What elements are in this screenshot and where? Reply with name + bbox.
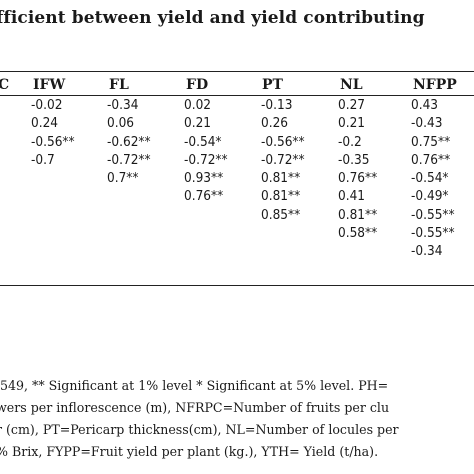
table-cell: 0.26 bbox=[261, 115, 289, 132]
table-cell: 0.21 bbox=[184, 115, 212, 132]
column-fl: -0.34 0.06 -0.62** -0.72** 0.7** bbox=[107, 96, 151, 187]
table-cell: 0.06 bbox=[107, 115, 135, 132]
column-nl: 0.27 0.21 -0.2 -0.35 0.76** 0.41 0.81** … bbox=[338, 96, 377, 242]
table-cell: -0.56** bbox=[261, 133, 305, 150]
table-cell: -0.62** bbox=[107, 133, 151, 150]
header-rule bbox=[0, 95, 474, 96]
table-cell: 0.93** bbox=[184, 170, 224, 187]
table-title: fficient between yield and yield contrib… bbox=[0, 8, 425, 28]
footnote-line: r (cm), PT=Pericarp thickness(cm), NL=Nu… bbox=[0, 422, 399, 437]
table-cell: -0.72** bbox=[107, 151, 151, 168]
header-pt: PT bbox=[262, 77, 283, 93]
footnote-line: .549, ** Significant at 1% level * Signi… bbox=[0, 378, 389, 393]
header-nfpp: NFPP bbox=[413, 77, 457, 93]
table-cell: -0.34 bbox=[411, 243, 443, 260]
table-cell: 0.76** bbox=[411, 151, 451, 168]
table-cell: 0.81** bbox=[261, 170, 301, 187]
column-nfpp: 0.43 -0.43 0.75** 0.76** -0.54* -0.49* -… bbox=[411, 96, 455, 261]
table-cell: 0.02 bbox=[184, 97, 212, 113]
header-fd: FD bbox=[186, 77, 209, 93]
table-cell: 0.76** bbox=[184, 188, 224, 205]
table-cell: 0.85** bbox=[261, 206, 301, 223]
table-cell: -0.43 bbox=[411, 115, 443, 132]
table-cell: -0.54* bbox=[411, 170, 449, 187]
table-cell: -0.56** bbox=[31, 133, 75, 150]
table-cell: -0.72** bbox=[184, 151, 228, 168]
header-c: C bbox=[0, 77, 10, 93]
table-cell: 0.41 bbox=[338, 188, 366, 205]
table-cell: 0.81** bbox=[338, 206, 378, 223]
table-cell: 0.43 bbox=[411, 97, 439, 113]
bottom-rule bbox=[0, 285, 474, 286]
footnote-line: % Brix, FYPP=Fruit yield per plant (kg.)… bbox=[0, 444, 379, 459]
table-cell: 0.27 bbox=[338, 97, 366, 113]
table-cell: -0.54* bbox=[184, 133, 222, 150]
table-cell: -0.02 bbox=[31, 97, 63, 113]
footnote-line: wers per inflorescence (m), NFRPC=Number… bbox=[0, 400, 390, 415]
table-cell: 0.75** bbox=[411, 133, 451, 150]
header-ifw: IFW bbox=[33, 77, 66, 93]
header-nl: NL bbox=[340, 77, 363, 93]
table-cell: -0.13 bbox=[261, 97, 293, 113]
table-cell: 0.21 bbox=[338, 115, 366, 132]
table-cell: -0.2 bbox=[338, 133, 362, 150]
table-cell: 0.58** bbox=[338, 225, 378, 242]
table-cell: -0.7 bbox=[31, 151, 55, 168]
table-cell: 0.76** bbox=[338, 170, 378, 187]
table-cell: 0.81** bbox=[261, 188, 301, 205]
header-fl: FL bbox=[109, 77, 129, 93]
table-cell: -0.55** bbox=[411, 206, 455, 223]
table-cell: -0.72** bbox=[261, 151, 305, 168]
table-cell: -0.34 bbox=[107, 97, 139, 113]
table-cell: 0.7** bbox=[107, 170, 139, 187]
column-pt: -0.13 0.26 -0.56** -0.72** 0.81** 0.81**… bbox=[261, 96, 305, 224]
table-cell: 0.24 bbox=[31, 115, 59, 132]
column-fd: 0.02 0.21 -0.54* -0.72** 0.93** 0.76** bbox=[184, 96, 228, 206]
table-cell: -0.49* bbox=[411, 188, 449, 205]
top-rule bbox=[0, 71, 474, 72]
table-cell: -0.55** bbox=[411, 225, 455, 242]
table-cell: -0.35 bbox=[338, 151, 370, 168]
column-ifw: -0.02 0.24 -0.56** -0.7 bbox=[31, 96, 75, 169]
